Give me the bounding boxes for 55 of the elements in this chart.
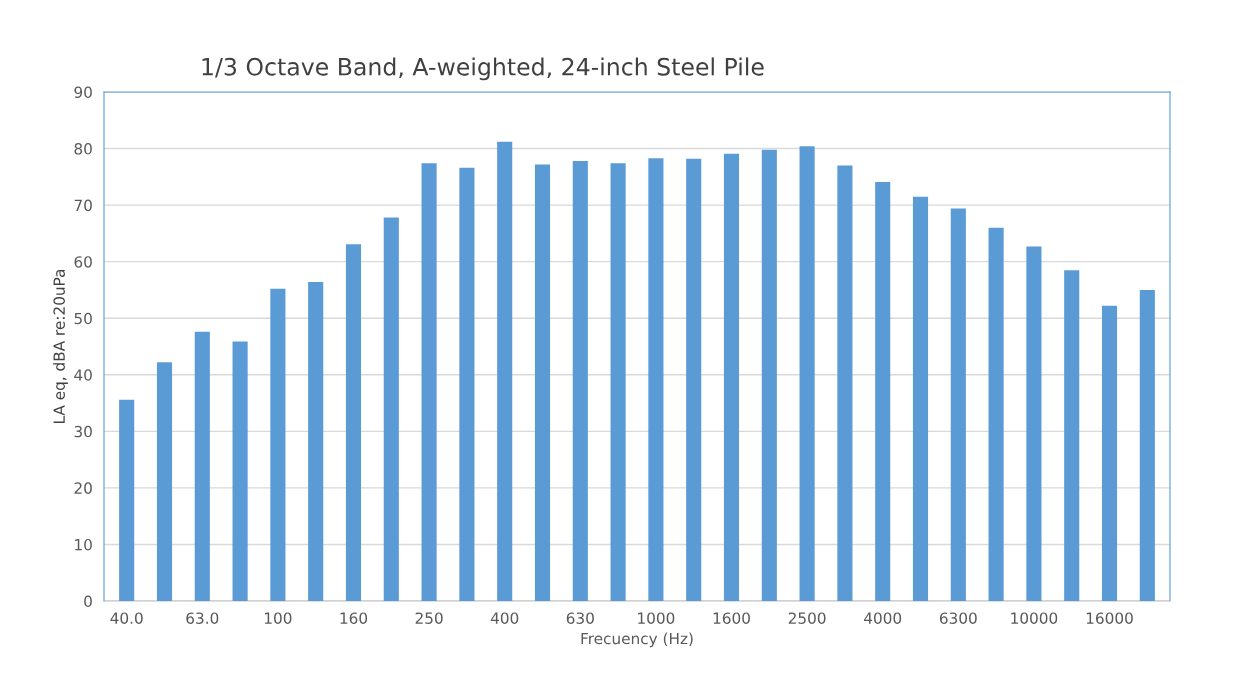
y-tick-label: 60 (74, 256, 92, 268)
y-tick-label: 0 (84, 595, 92, 608)
y-tick-label: 10 (75, 538, 92, 551)
x-tick-label: 6300 (939, 612, 977, 624)
y-tick-label: 90 (74, 86, 92, 99)
x-tick-label: 1600 (713, 612, 750, 624)
bar (1139, 289, 1155, 601)
chart-title: 1/3 Octave Band, A-weighted, 24-inch Steel Pile (202, 57, 764, 81)
bar (308, 282, 324, 601)
bar (1101, 305, 1118, 601)
bar (761, 149, 777, 601)
bar (232, 341, 248, 601)
bar (799, 146, 815, 601)
x-tick-label: 160 (340, 612, 368, 624)
bar (156, 362, 173, 601)
bar (912, 196, 929, 601)
y-tick-label: 20 (74, 482, 92, 494)
x-tick-label: 63.0 (186, 612, 219, 624)
x-tick-label: 630 (566, 612, 594, 624)
bar (950, 208, 966, 601)
x-tick-label: 40.0 (110, 612, 143, 624)
x-tick-label: 4000 (864, 612, 902, 624)
bar (497, 141, 513, 601)
y-tick-label: 40 (74, 369, 92, 381)
bar (270, 288, 286, 601)
bar (421, 163, 437, 601)
x-tick-label: 2500 (788, 612, 826, 624)
x-tick-label: 250 (415, 612, 443, 624)
bar (610, 163, 626, 601)
x-tick-label: 1000 (638, 612, 675, 624)
bar (383, 217, 399, 601)
bar (837, 165, 853, 601)
bar (988, 227, 1004, 601)
bar (194, 331, 210, 601)
bar (459, 167, 475, 601)
bar (1064, 270, 1080, 601)
x-axis-title: Frecuency (Hz) (581, 632, 693, 648)
bar (345, 244, 362, 601)
x-tick-label: 16000 (1086, 612, 1133, 624)
y-tick-label: 50 (74, 312, 92, 325)
x-tick-label: 100 (264, 612, 292, 624)
y-tick-label: 70 (74, 199, 92, 212)
bar (572, 161, 588, 601)
y-axis-title: LA eq, dBA re:20uPa (53, 269, 68, 423)
bar (534, 164, 551, 601)
x-tick-label: 10000 (1011, 612, 1058, 624)
x-tick-label: 400 (490, 612, 519, 624)
bar (723, 153, 740, 601)
y-tick-label: 30 (74, 425, 92, 438)
y-tick-label: 80 (74, 143, 92, 155)
bar (1026, 246, 1042, 601)
bar (648, 158, 664, 601)
bar (119, 399, 135, 601)
bar (875, 181, 891, 601)
bar (686, 158, 702, 601)
